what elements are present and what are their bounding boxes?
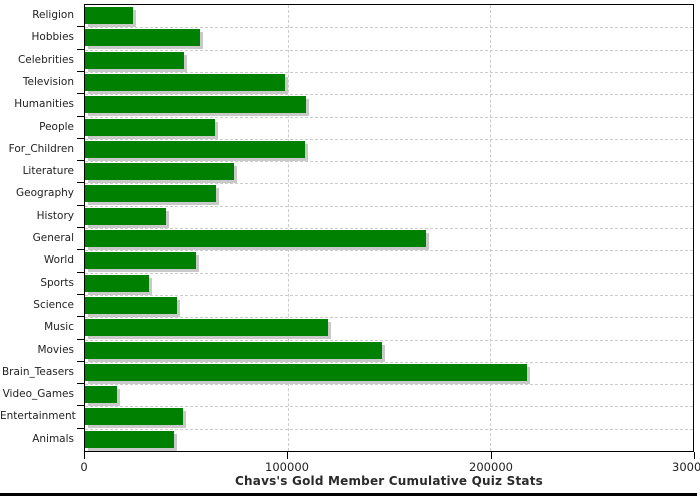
category-label: People	[39, 120, 74, 133]
category-label: Television	[22, 75, 74, 88]
chart-title: Chavs's Gold Member Cumulative Quiz Stat…	[235, 474, 543, 488]
category-label: Movies	[37, 343, 74, 356]
v-gridline	[490, 5, 491, 451]
h-gridline	[85, 250, 693, 252]
plot-area	[84, 4, 694, 452]
x-axis-tick	[491, 452, 492, 459]
y-axis-tick	[77, 272, 84, 273]
bar-movies	[85, 341, 382, 359]
category-label: World	[43, 254, 74, 267]
category-label: General	[32, 232, 74, 244]
bar-history	[85, 207, 166, 225]
category-label: For_Children	[8, 142, 74, 155]
y-axis-tick	[77, 249, 84, 250]
y-axis-tick	[77, 383, 84, 384]
category-label: History	[36, 209, 74, 222]
category-label: Science	[33, 298, 74, 311]
bar-literature	[85, 163, 234, 181]
y-axis-tick	[77, 160, 84, 161]
y-axis-tick	[77, 339, 84, 340]
category-label: Sports	[40, 276, 74, 289]
category-label: Religion	[32, 9, 74, 21]
h-gridline	[85, 49, 693, 51]
h-gridline	[85, 384, 693, 386]
category-label: Entertainment	[0, 410, 76, 423]
h-gridline	[85, 116, 693, 118]
bar-brain_teasers	[85, 363, 527, 381]
bar-humanities	[85, 96, 306, 114]
category-label: Animals	[32, 432, 74, 445]
y-axis-tick	[77, 428, 84, 429]
category-label: Geography	[16, 187, 74, 200]
bar-religion	[85, 7, 133, 24]
bar-celebrities	[85, 51, 184, 69]
h-gridline	[85, 183, 693, 185]
y-axis-tick	[77, 205, 84, 206]
category-label: Video_Games	[2, 388, 74, 401]
x-axis-tick	[287, 452, 288, 459]
bar-geography	[85, 185, 216, 203]
h-gridline	[85, 161, 693, 163]
x-tick-label: 0	[80, 460, 88, 474]
h-gridline	[85, 428, 693, 430]
h-gridline	[85, 27, 693, 29]
category-label: Hobbies	[31, 31, 75, 44]
bar-world	[85, 252, 196, 270]
category-label: Brain_Teasers	[1, 365, 74, 378]
category-label: Music	[44, 321, 74, 334]
x-tick-label: 300000	[672, 460, 700, 474]
v-gridline	[288, 5, 289, 451]
h-gridline	[85, 94, 693, 96]
y-axis-tick	[77, 405, 84, 406]
bar-music	[85, 319, 328, 337]
bar-general	[85, 230, 426, 247]
y-axis-tick	[77, 227, 84, 228]
y-axis-tick	[77, 182, 84, 183]
x-axis-tick	[694, 452, 695, 459]
x-tick-label: 100000	[265, 460, 309, 474]
bar-video_games	[85, 386, 117, 404]
bar-science	[85, 296, 177, 314]
h-gridline	[85, 228, 693, 229]
y-axis-tick	[77, 71, 84, 72]
h-gridline	[85, 294, 693, 296]
window-bottom-border	[0, 493, 697, 496]
category-label: Humanities	[14, 98, 74, 111]
category-label: Celebrities	[17, 53, 74, 66]
bar-entertainment	[85, 408, 183, 426]
y-axis-tick	[77, 361, 84, 362]
y-axis-tick	[77, 138, 84, 139]
bar-for_children	[85, 140, 305, 158]
h-gridline	[85, 138, 693, 140]
bar-television	[85, 73, 285, 91]
category-label: Literature	[22, 165, 74, 178]
y-axis-tick	[77, 116, 84, 117]
h-gridline	[85, 406, 693, 408]
bar-sports	[85, 274, 149, 292]
x-tick-label: 200000	[469, 460, 513, 474]
y-axis-tick	[77, 93, 84, 94]
h-gridline	[85, 317, 693, 319]
y-axis-tick	[77, 26, 84, 27]
bar-hobbies	[85, 29, 200, 47]
bar-animals	[85, 430, 174, 448]
y-axis-tick	[77, 49, 84, 50]
bar-people	[85, 118, 215, 136]
h-gridline	[85, 272, 693, 274]
y-axis-tick	[77, 294, 84, 295]
h-gridline	[85, 339, 693, 341]
y-axis-tick	[77, 316, 84, 317]
h-gridline	[85, 71, 693, 73]
h-gridline	[85, 361, 693, 363]
h-gridline	[85, 205, 693, 207]
x-axis-tick	[84, 452, 85, 459]
